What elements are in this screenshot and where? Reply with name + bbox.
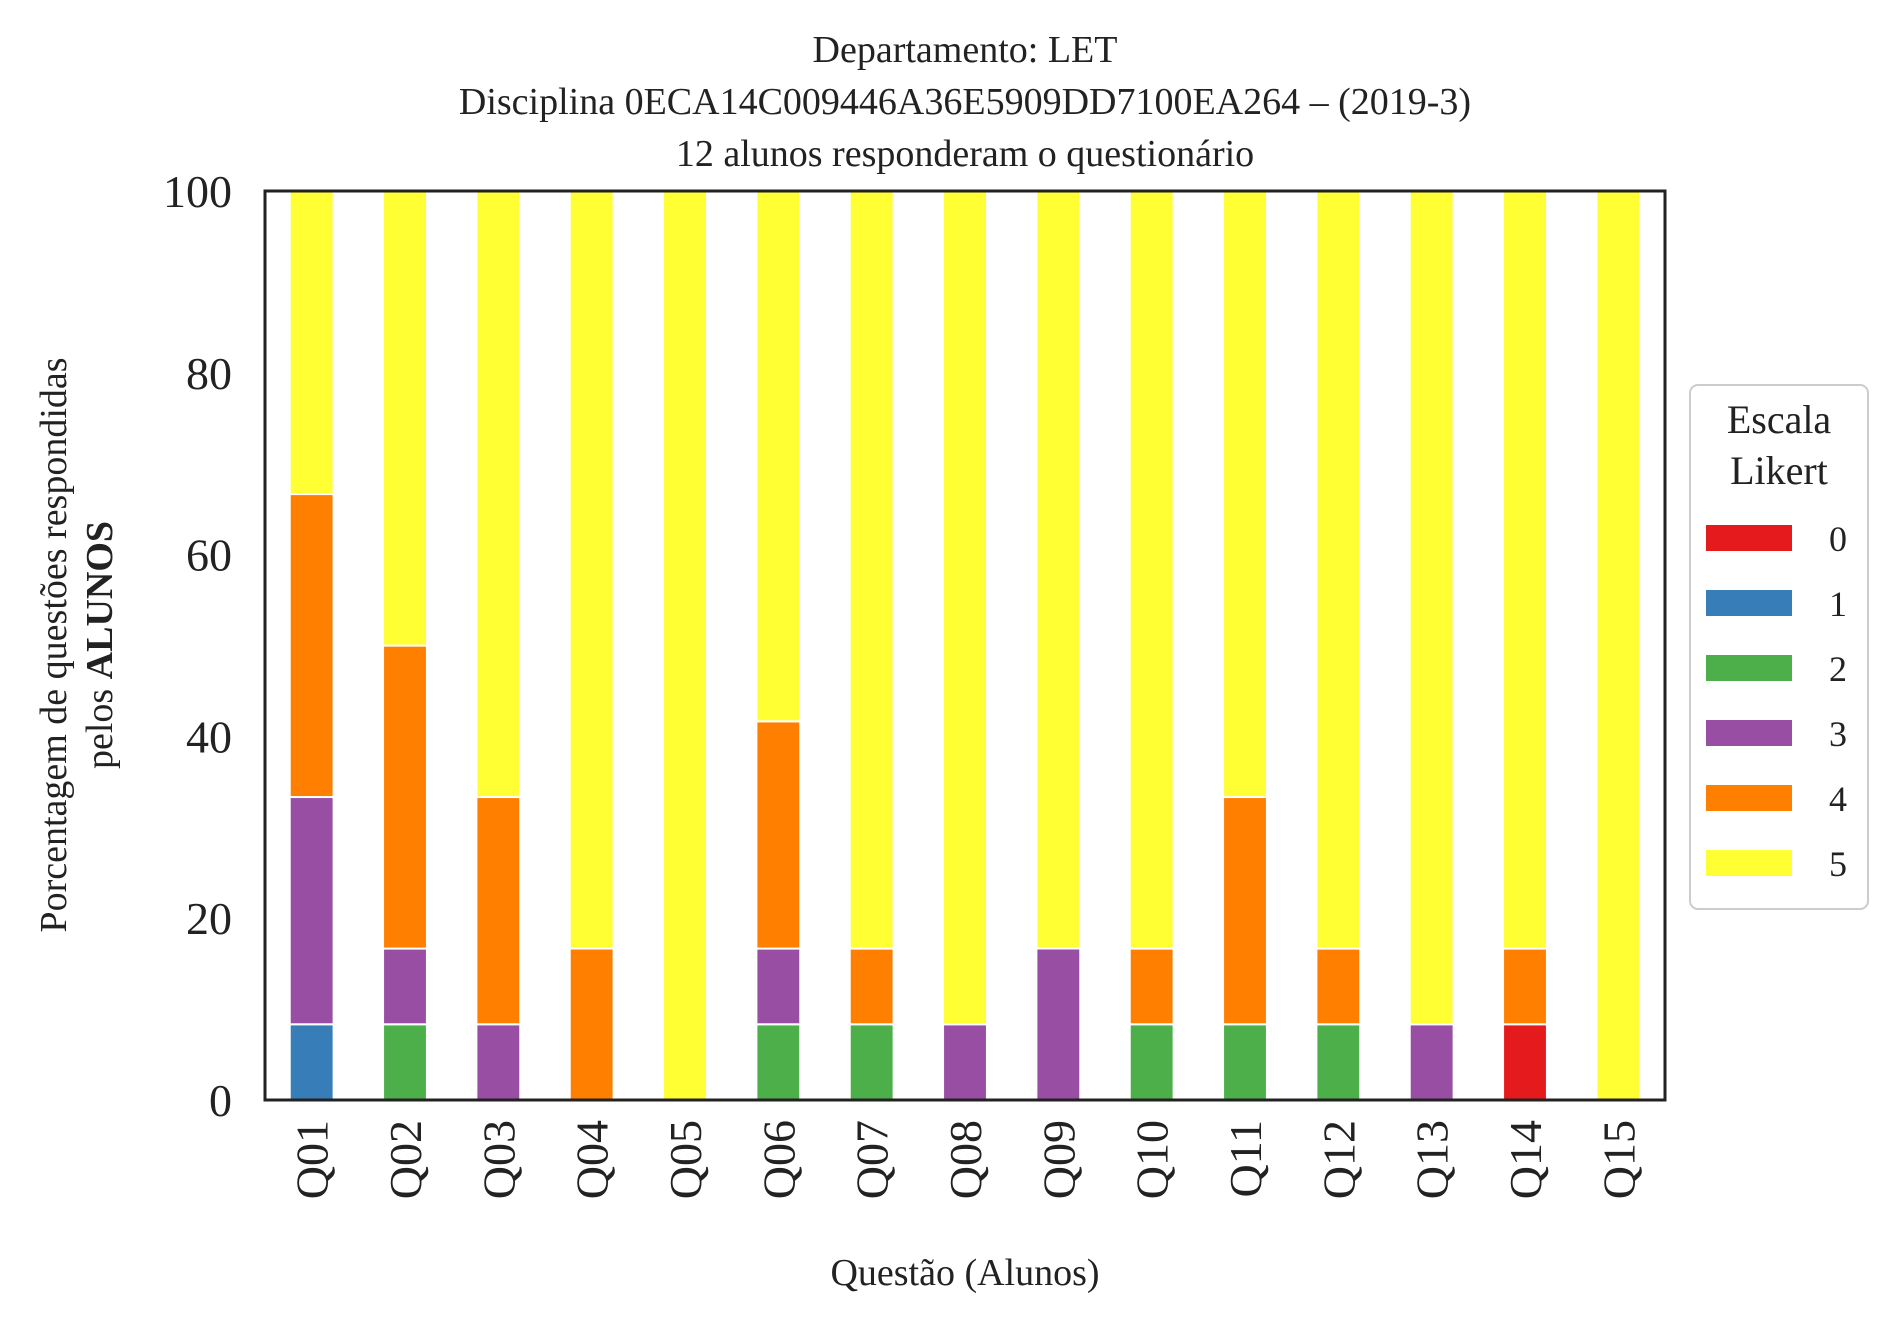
x-tick-label-q02: Q02 [380,1120,431,1199]
y-axis-label-line-2: pelos ALUNOS [79,521,121,769]
x-tick-label-q05: Q05 [660,1120,711,1199]
bar-segment-q07-likert-5 [848,190,895,950]
x-axis-label: Questão (Alunos) [830,1252,1099,1294]
y-tick-label: 20 [186,893,232,944]
bar-segment-q15-likert-5 [1595,190,1642,1101]
x-tick-label-q01: Q01 [287,1120,338,1199]
bar-segment-q14-likert-0 [1502,1023,1548,1101]
x-tick-label-q14: Q14 [1500,1120,1551,1199]
bar-segment-q14-likert-4 [1502,947,1548,1026]
y-tick-label: 40 [186,711,232,762]
legend-title-line-2: Likert [1730,448,1828,493]
bar-segment-q13-likert-3 [1408,1023,1455,1101]
x-tick-label-q10: Q10 [1127,1120,1178,1199]
bar-segment-q01-likert-5 [288,190,335,496]
y-tick-label: 60 [186,530,232,581]
bar-segment-q03-likert-4 [475,796,522,1026]
x-tick-label-q11: Q11 [1220,1120,1271,1198]
x-tick-label-q15: Q15 [1593,1120,1644,1199]
y-axis-label-bold: ALUNOS [79,521,121,679]
legend-swatch-2 [1706,655,1792,681]
legend-label-3: 3 [1829,714,1847,754]
legend-swatch-5 [1706,850,1792,876]
x-tick-label-q13: Q13 [1407,1120,1458,1199]
legend-title-line-1: Escala [1727,397,1832,442]
x-tick-label-q09: Q09 [1033,1120,1084,1199]
x-tick-label-q07: Q07 [847,1120,898,1199]
plot-frame [263,189,1667,1102]
bar-segment-q09-likert-3 [1035,947,1082,1102]
legend-items: 0 1 2 3 4 5 [1706,519,1847,884]
legend-swatch-3 [1706,720,1792,746]
legend-label-4: 4 [1829,779,1847,819]
bar-segment-q04-likert-5 [568,190,615,950]
legend-label-0: 0 [1829,519,1847,559]
bar-segment-q11-likert-2 [1222,1023,1268,1101]
y-tick-label: 0 [209,1075,232,1126]
legend: Escala Likert 0 1 2 3 4 5 [1689,384,1869,910]
bar-segment-q06-likert-2 [755,1023,802,1101]
bar-segment-q10-likert-5 [1128,190,1175,950]
bar-segment-q08-likert-3 [942,1023,988,1101]
bar-segment-q03-likert-5 [475,190,522,799]
legend-box [1689,384,1869,910]
bar-segment-q04-likert-4 [568,947,615,1102]
bar-segment-q06-likert-5 [755,190,802,723]
bar-segment-q12-likert-2 [1315,1023,1362,1101]
bar-segment-q07-likert-4 [848,947,895,1026]
bar-segment-q09-likert-5 [1035,190,1082,950]
chart-title: Departamento: LET Disciplina 0ECA14C0094… [459,29,1471,175]
bar-segment-q06-likert-4 [755,720,802,950]
title-line-3: 12 alunos responderam o questionário [676,133,1254,175]
bar-segment-q02-likert-4 [382,644,428,950]
legend-label-5: 5 [1829,844,1847,884]
bar-segment-q14-likert-5 [1502,190,1548,950]
x-tick-label-q04: Q04 [567,1120,618,1199]
bar-segment-q02-likert-5 [382,190,428,647]
x-ticks-group: Q01 Q02 Q03 Q04 Q05 Q06 Q07 Q08 Q09 Q10 Q11 Q12 Q13 Q… [287,1120,1645,1199]
bar-segment-q13-likert-5 [1408,190,1455,1026]
y-ticks-group: 0 20 40 60 80 100 [163,166,232,1126]
bars-group [288,190,1642,1102]
y-axis-label-line-1: Porcentagem de questões respondidas [33,357,75,932]
legend-swatch-0 [1706,525,1792,551]
bar-segment-q07-likert-2 [848,1023,895,1101]
bar-segment-q08-likert-5 [942,190,988,1026]
bar-segment-q12-likert-4 [1315,947,1362,1026]
bar-segment-q01-likert-1 [288,1023,335,1101]
bar-segment-q11-likert-4 [1222,796,1268,1026]
legend-label-2: 2 [1829,649,1847,689]
x-tick-label-q12: Q12 [1313,1120,1364,1199]
x-tick-label-q08: Q08 [940,1120,991,1199]
bar-segment-q03-likert-3 [475,1023,522,1101]
y-tick-label: 80 [186,348,232,399]
bar-segment-q12-likert-5 [1315,190,1362,950]
bar-segment-q10-likert-4 [1128,947,1175,1026]
bar-segment-q11-likert-5 [1222,190,1268,799]
bar-segment-q05-likert-5 [662,190,708,1101]
title-line-2: Disciplina 0ECA14C009446A36E5909DD7100EA… [459,81,1471,123]
title-line-1: Departamento: LET [813,29,1118,71]
bar-segment-q01-likert-3 [288,796,335,1026]
legend-swatch-1 [1706,590,1792,616]
y-axis-label-prefix: pelos [79,679,121,769]
bar-segment-q01-likert-4 [288,493,335,799]
legend-swatch-4 [1706,785,1792,811]
bar-segment-q06-likert-3 [755,947,802,1026]
bar-segment-q02-likert-2 [382,1023,428,1101]
bar-segment-q02-likert-3 [382,947,428,1026]
x-tick-label-q03: Q03 [473,1120,524,1199]
legend-label-1: 1 [1829,584,1847,624]
y-tick-label: 100 [163,166,232,217]
x-tick-label-q06: Q06 [753,1120,804,1199]
bar-segment-q10-likert-2 [1128,1023,1175,1101]
y-axis-label: Porcentagem de questões respondidas pelo… [33,357,121,932]
